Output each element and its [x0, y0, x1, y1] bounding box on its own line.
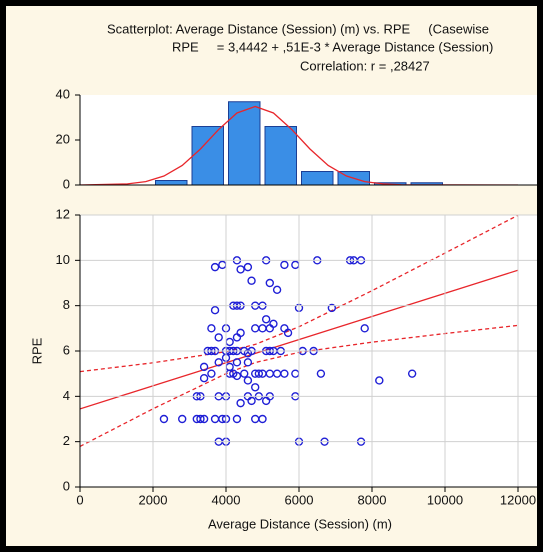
- scatter-point: [236, 265, 245, 274]
- confidence-band: [80, 215, 518, 373]
- y-tick-label: 40: [56, 86, 70, 101]
- scatter-point: [214, 358, 223, 367]
- plot-group: Scatterplot: Average Distance (Session) …: [29, 21, 537, 531]
- y-tick-label: 12: [56, 206, 70, 221]
- scatter-point: [407, 369, 417, 378]
- scatter-point: [265, 278, 274, 288]
- scatter-point: [375, 376, 384, 385]
- scatter-point: [243, 349, 253, 358]
- x-tick-label: 10000: [427, 492, 463, 507]
- histogram-bar: [264, 126, 297, 185]
- scatter-point: [243, 262, 253, 272]
- confidence-band: [80, 324, 518, 448]
- scatter-point: [360, 324, 369, 333]
- scatter-point: [210, 306, 220, 315]
- title-line: Scatterplot: Average Distance (Session) …: [107, 21, 489, 36]
- scatter-point: [243, 358, 253, 367]
- scatter-point: [254, 369, 264, 378]
- title-line: Correlation: r = ,28427: [300, 58, 430, 73]
- y-tick-label: 20: [56, 131, 70, 146]
- scatter-point: [232, 333, 242, 342]
- scatter-point: [250, 383, 260, 392]
- scatter-point: [214, 333, 223, 342]
- scatter-point: [199, 362, 209, 372]
- x-tick-label: 6000: [285, 492, 314, 507]
- scatter-point: [210, 262, 220, 272]
- scatter-point: [247, 396, 256, 406]
- scatter-point: [243, 376, 253, 385]
- scatter-point: [199, 374, 209, 383]
- scatter-point: [269, 319, 278, 328]
- scatter-point: [258, 414, 267, 424]
- x-axis-label: Average Distance (Session) (m): [208, 516, 392, 531]
- y-tick-label: 6: [63, 342, 70, 357]
- scatter-point: [240, 369, 249, 378]
- histogram-bar: [191, 126, 224, 185]
- x-tick-label: 8000: [358, 492, 387, 507]
- scatter-point: [232, 371, 242, 381]
- y-tick-label: 0: [63, 478, 70, 493]
- y-tick-label: 10: [56, 252, 70, 267]
- histogram-bar: [228, 101, 261, 185]
- y-tick-label: 2: [63, 433, 70, 448]
- scatter-point: [280, 369, 289, 378]
- y-tick-label: 8: [63, 297, 70, 312]
- x-tick-label: 2000: [139, 492, 168, 507]
- y-tick-label: 0: [63, 176, 70, 191]
- normal-curve: [80, 105, 518, 185]
- x-tick-label: 12000: [500, 492, 536, 507]
- title-line: RPE = 3,4442 + ,51E-3 * Average Distance…: [172, 39, 493, 54]
- histogram-bar: [155, 180, 188, 185]
- scatter-point: [199, 414, 209, 424]
- scatter-point: [316, 369, 326, 378]
- y-tick-label: 4: [63, 388, 70, 403]
- histogram-area: [80, 95, 537, 185]
- x-tick-label: 4000: [212, 492, 241, 507]
- y-axis-label: RPE: [29, 337, 44, 364]
- scatter-point: [283, 328, 293, 338]
- scatter-point: [207, 324, 216, 333]
- histogram-bar: [410, 182, 443, 185]
- scatter-point: [261, 396, 271, 406]
- scatter-point: [177, 414, 187, 424]
- histogram-marks: [80, 101, 518, 185]
- scatter-point: [261, 315, 271, 324]
- scatter-point: [232, 414, 242, 424]
- x-tick-label: 0: [76, 492, 83, 507]
- scatter-point: [196, 414, 205, 424]
- scatter-point: [272, 285, 282, 294]
- scatter-point: [232, 358, 242, 367]
- scatter-point: [247, 276, 256, 285]
- histogram-bar: [301, 171, 334, 185]
- scatter-point: [207, 369, 216, 378]
- scatter-point: [280, 260, 289, 270]
- scatter-point: [236, 398, 245, 408]
- scatter-point: [159, 414, 169, 424]
- scatter-point: [327, 303, 337, 313]
